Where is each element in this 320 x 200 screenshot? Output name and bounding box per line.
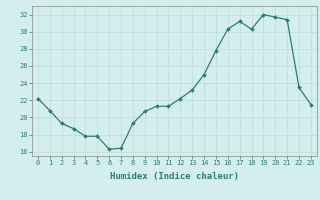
X-axis label: Humidex (Indice chaleur): Humidex (Indice chaleur) — [110, 172, 239, 181]
